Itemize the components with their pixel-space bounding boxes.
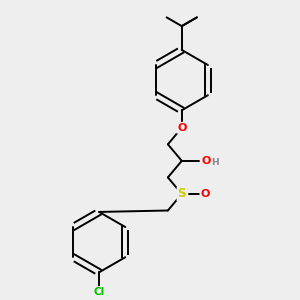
Text: H: H [211, 158, 218, 167]
Text: O: O [201, 189, 210, 199]
Text: O: O [177, 123, 187, 133]
Text: Cl: Cl [94, 287, 105, 297]
Text: S: S [178, 188, 186, 200]
Text: O: O [202, 156, 211, 166]
